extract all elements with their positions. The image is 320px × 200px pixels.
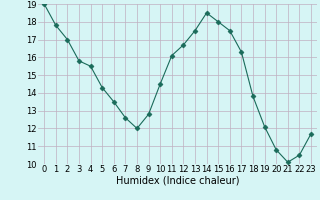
X-axis label: Humidex (Indice chaleur): Humidex (Indice chaleur) — [116, 176, 239, 186]
